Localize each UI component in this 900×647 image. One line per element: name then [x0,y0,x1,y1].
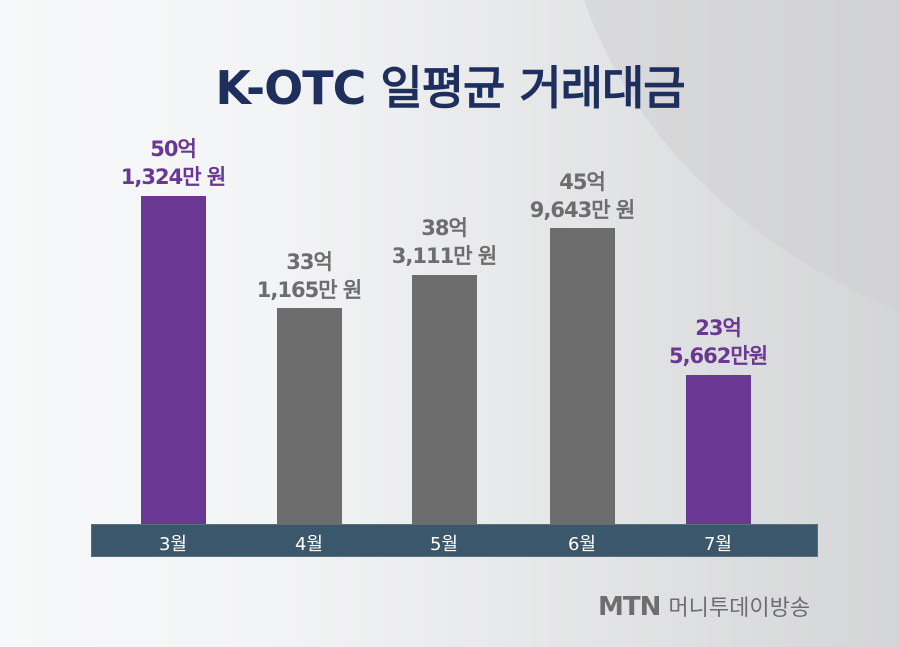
label-line1: 50억 [150,137,197,161]
x-tick-april: 4월 [294,534,323,555]
chart-title: K-OTC 일평균 거래대금 [215,61,685,115]
logo-brand: MTN [598,592,661,622]
x-tick-july: 7월 [703,534,732,555]
label-line1: 23억 [695,316,742,340]
x-tick-march: 3월 [158,534,187,555]
label-line2: 1,324만 원 [120,165,226,189]
bar-april [277,308,342,524]
data-label-march: 50억 1,324만 원 [93,135,253,191]
mtn-logo: MTN 머니투데이방송 [598,590,810,622]
data-label-july: 23억 5,662만원 [638,314,798,370]
bar-march [141,196,206,524]
data-label-may: 38억 3,111만 원 [364,214,524,270]
data-label-june: 45억 9,643만 원 [502,168,662,224]
label-line1: 45억 [559,170,606,194]
logo-name: 머니투데이방송 [668,596,811,621]
bar-july [686,375,751,524]
bar-may [412,275,477,524]
x-axis-band [91,524,818,557]
x-tick-may: 5월 [429,534,458,555]
data-label-april: 33억 1,165만 원 [229,248,389,304]
label-line2: 5,662만원 [668,344,768,368]
label-line2: 9,643만 원 [529,198,635,222]
bar-june [550,228,615,524]
label-line2: 1,165만 원 [256,278,362,302]
label-line1: 38억 [421,216,468,240]
label-line1: 33억 [286,250,333,274]
label-line2: 3,111만 원 [391,244,497,268]
x-tick-june: 6월 [567,534,596,555]
